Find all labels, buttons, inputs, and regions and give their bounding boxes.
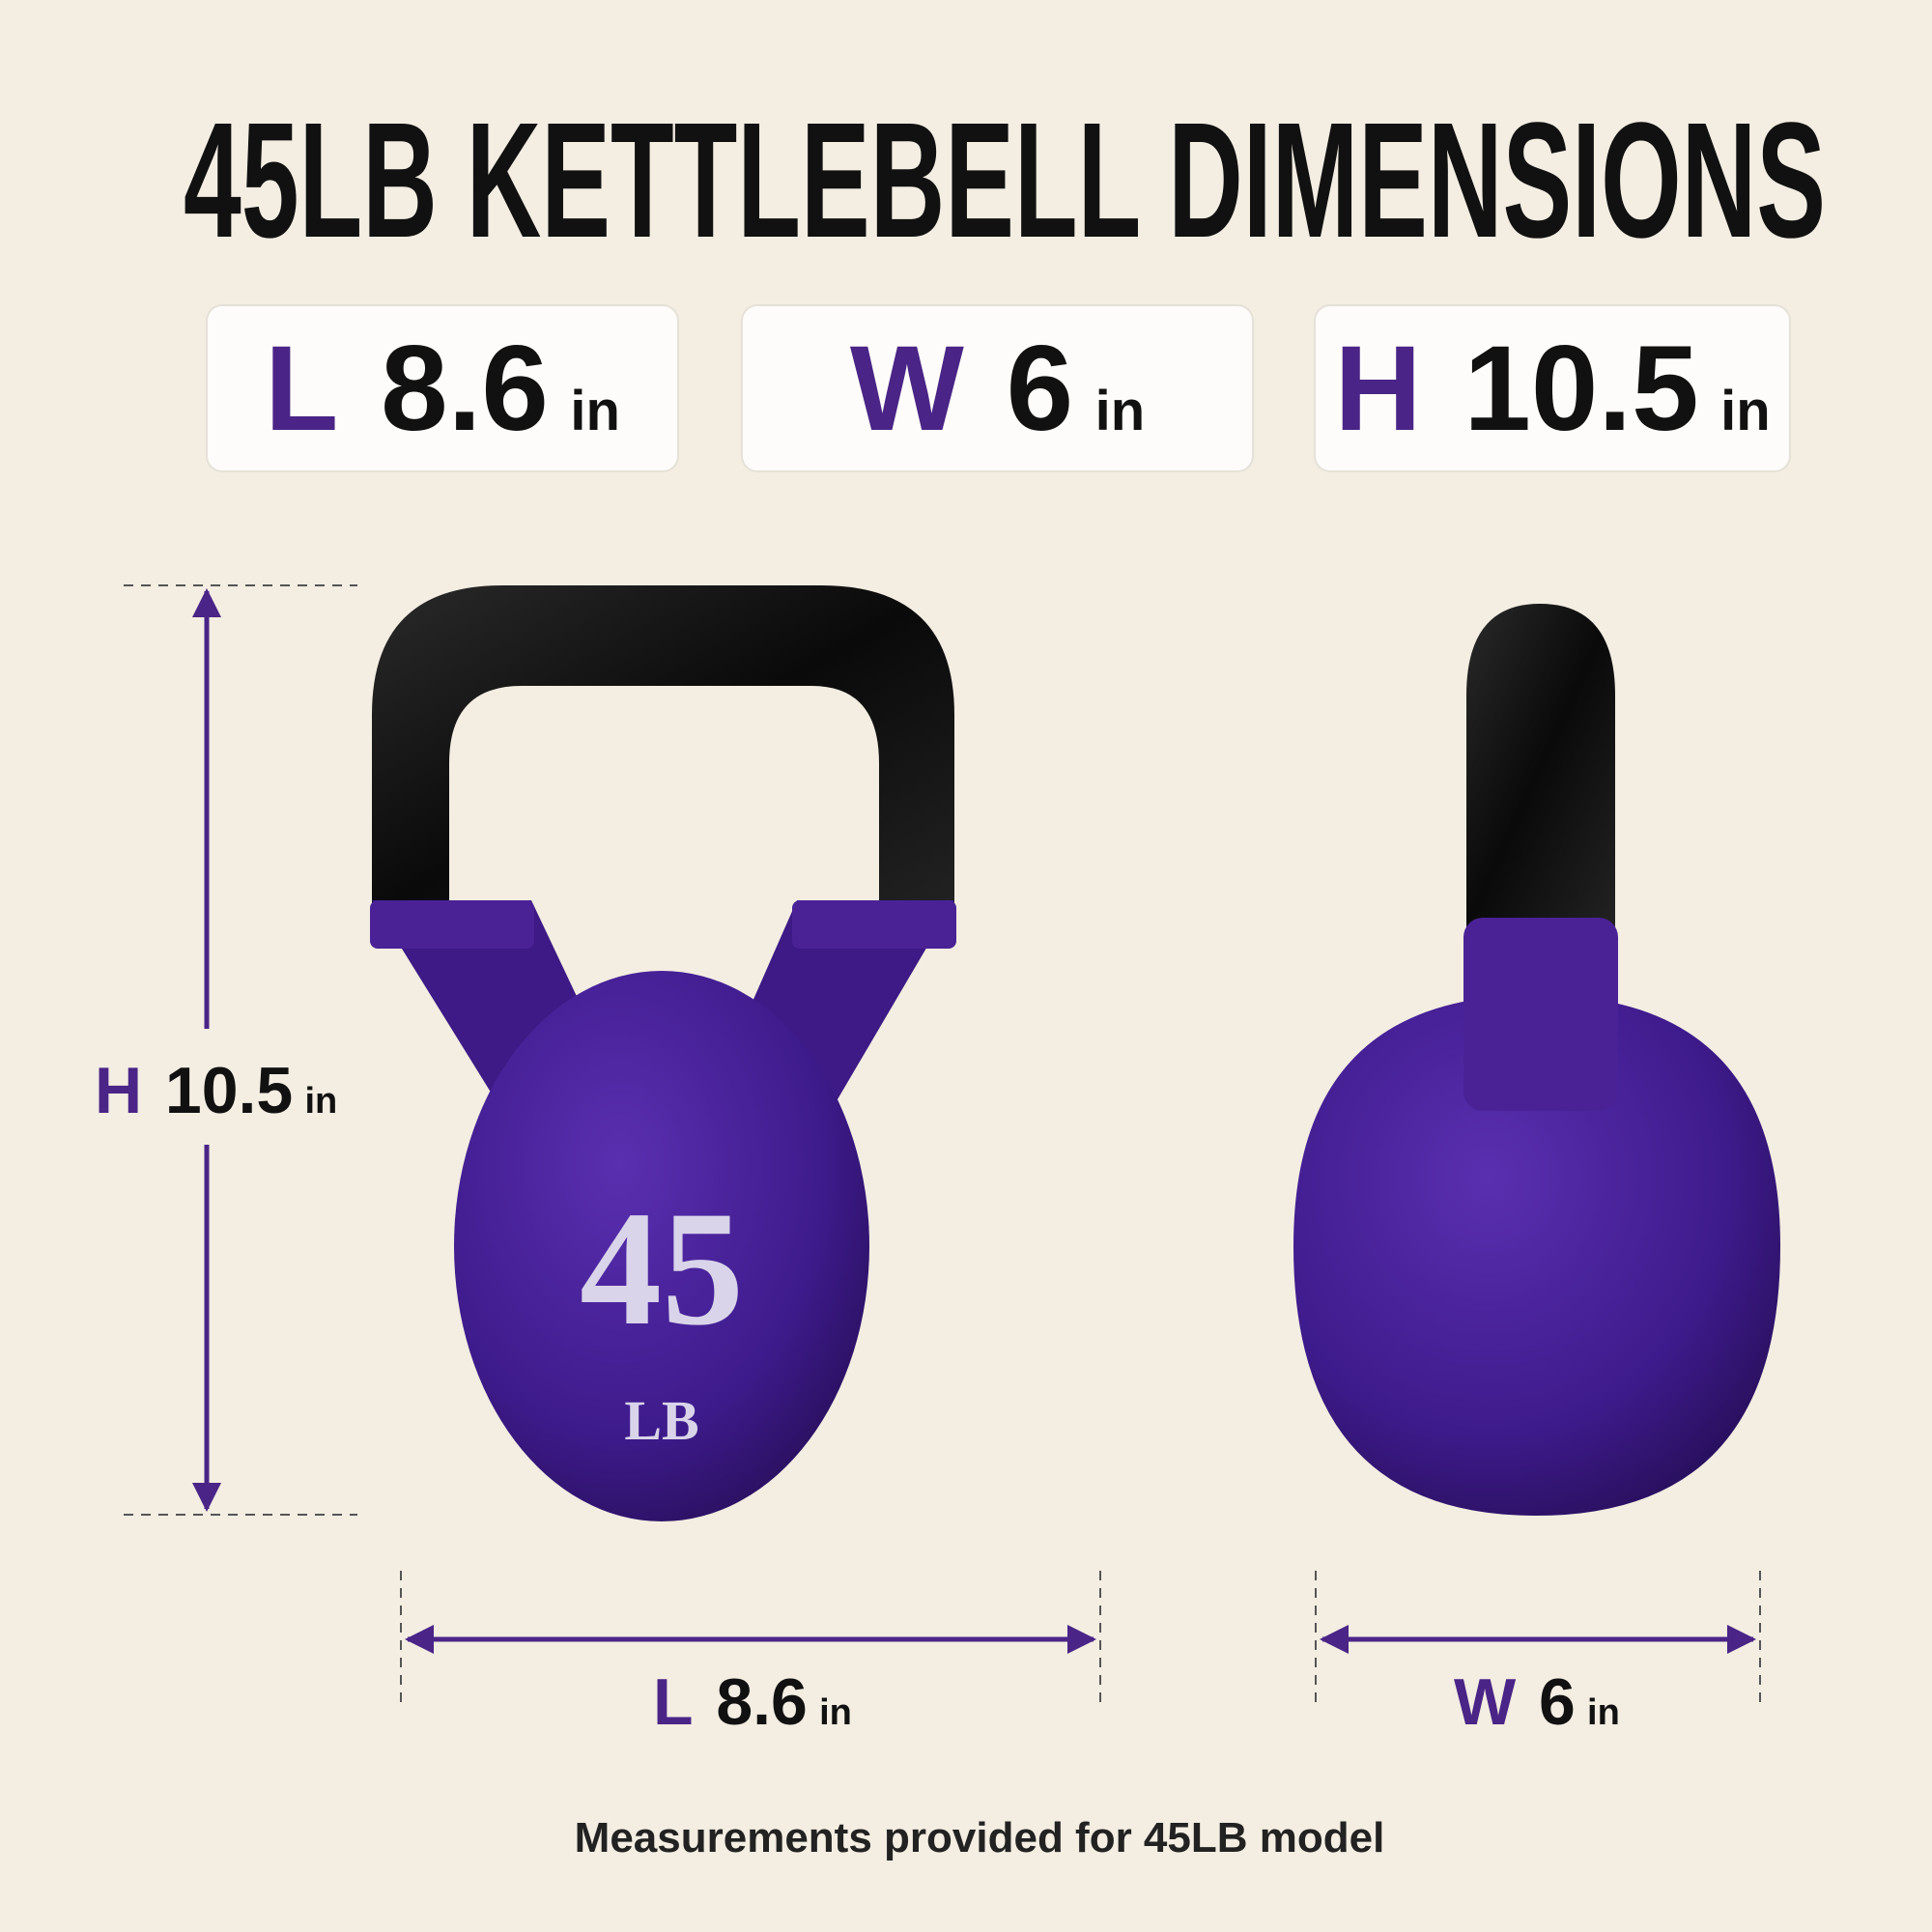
kettlebell-side <box>1293 604 1780 1516</box>
label-value: 8.6 <box>381 322 549 456</box>
label-value: 10.5 <box>1463 322 1698 456</box>
dimension-label: W 6 in <box>850 322 1145 456</box>
dimension-label: L 8.6 in <box>653 1665 852 1739</box>
card <box>741 304 1254 472</box>
label-letter: H <box>95 1054 142 1127</box>
guide-lines <box>124 584 1761 1707</box>
weight-number: 45 <box>580 1178 744 1359</box>
label-unit: in <box>819 1692 852 1733</box>
kettlebell-front: 45 LB <box>370 585 956 1521</box>
label-unit: in <box>1720 380 1771 442</box>
footer-note: Measurements provided for 45LB model <box>575 1814 1385 1861</box>
dimension-arrows <box>192 588 1756 1654</box>
dimension-label: H 10.5 in <box>95 1054 337 1127</box>
label-letter: W <box>1454 1665 1517 1739</box>
label-value: 8.6 <box>716 1665 808 1739</box>
label-unit: in <box>1587 1692 1620 1733</box>
label-unit: in <box>570 380 620 442</box>
dimension-label: H 10.5 in <box>1334 322 1770 456</box>
title: 45LB KETTLEBELL DIMENSIONS <box>184 89 1826 272</box>
card <box>206 304 679 472</box>
dimension-cards: L 8.6 in W 6 in H 10.5 in <box>206 304 1791 472</box>
card <box>1314 304 1791 472</box>
label-letter: L <box>265 322 338 456</box>
label-letter: H <box>1334 322 1421 456</box>
label-unit: in <box>305 1081 338 1122</box>
label-value: 10.5 <box>165 1054 293 1127</box>
label-value: 6 <box>1007 322 1074 456</box>
label-letter: W <box>850 322 964 456</box>
dimension-label: W 6 in <box>1454 1665 1620 1739</box>
dimension-label: L 8.6 in <box>265 322 620 456</box>
weight-unit: LB <box>624 1389 698 1452</box>
label-unit: in <box>1095 380 1146 442</box>
label-value: 6 <box>1539 1665 1576 1739</box>
label-letter: L <box>653 1665 694 1739</box>
